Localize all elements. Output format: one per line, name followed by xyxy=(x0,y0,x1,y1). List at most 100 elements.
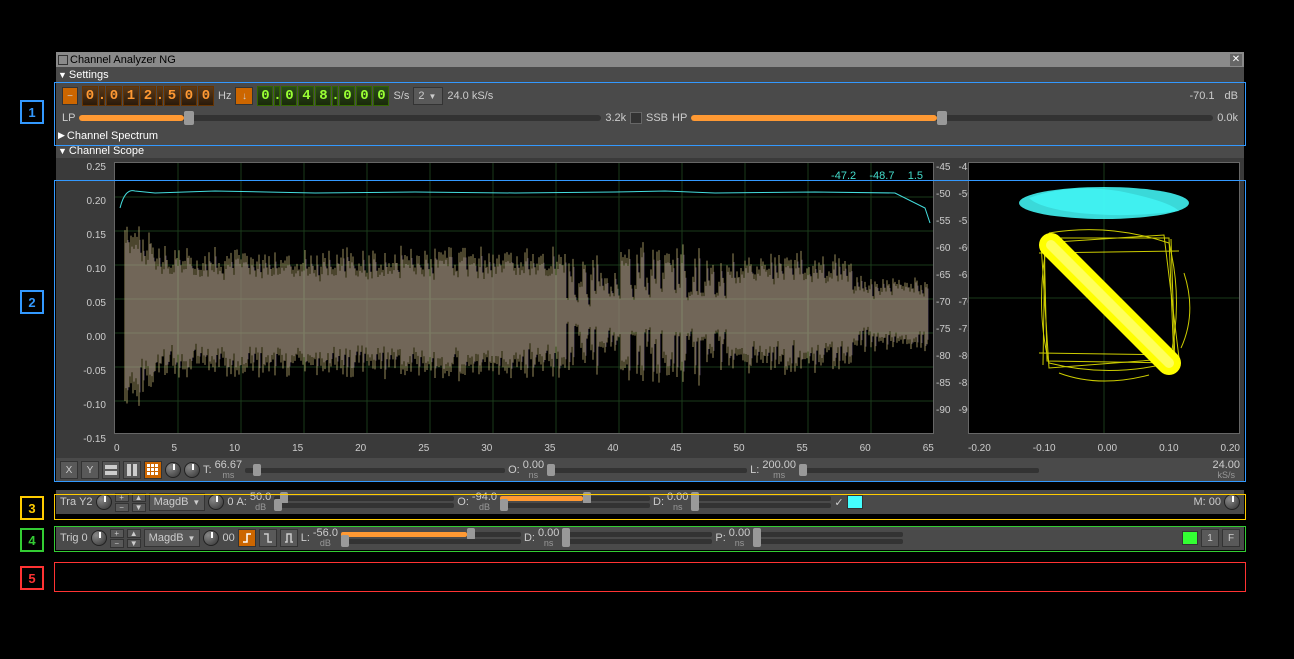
offset-slider[interactable] xyxy=(547,468,747,473)
trace-toolbar: Tra Y2 +− ▲▼ MagdB▼ 0 A: 50.0dB O: -94.0… xyxy=(56,490,1244,514)
hp-value: 0.0k xyxy=(1217,112,1238,124)
sample-rate-display: 24.00kS/s xyxy=(1212,460,1240,480)
amp-label: A: xyxy=(236,496,246,508)
rate-digits[interactable]: 0 . 0 4 8 . 0 0 0 xyxy=(257,86,389,106)
trace-label: Tra xyxy=(60,496,76,508)
section-num-3: 3 xyxy=(20,496,44,520)
power-value: -70.1 xyxy=(1189,90,1214,102)
display-toolbar: X Y T: 66.67ms O: 0.00ns L: 200.00ms 24.… xyxy=(56,458,1244,482)
trigger-add-button[interactable]: + xyxy=(110,529,124,538)
scope-xy-plot[interactable] xyxy=(968,162,1240,434)
lp-value: 3.2k xyxy=(605,112,626,124)
trace-select-knob[interactable] xyxy=(96,494,112,510)
amp-value: 50.0dB xyxy=(250,492,271,512)
box-5-border xyxy=(54,562,1246,592)
titlebar-icon xyxy=(58,55,68,65)
scope-waveform[interactable]: -47.2 -48.7 1.5 xyxy=(114,162,934,434)
trace-delay-sliders[interactable] xyxy=(691,496,831,508)
lp-slider[interactable] xyxy=(79,115,601,121)
time-slider[interactable] xyxy=(245,468,505,473)
trigger-delay-value: 0.00ns xyxy=(538,528,559,548)
lp-label: LP xyxy=(62,112,75,124)
trigger-source-knob[interactable] xyxy=(203,530,219,546)
x-axis-labels: 051015 20253035 40455055 6065 xyxy=(114,443,934,454)
rate-unit: S/s xyxy=(393,90,409,102)
trace-view-check-label: ✓ xyxy=(834,496,843,509)
trigger-up-button[interactable]: ▲ xyxy=(127,529,141,538)
trace-offset-label: O: xyxy=(457,496,469,508)
trigger-toolbar: Trig 0 +− ▲▼ MagdB▼ 00 L: -56.0dB D: 0.0… xyxy=(56,526,1244,550)
freq-sign-button[interactable]: − xyxy=(62,87,78,105)
hp-slider[interactable] xyxy=(691,115,1213,121)
memory-label: M: xyxy=(1194,496,1206,508)
length-slider[interactable] xyxy=(799,468,1039,473)
trace-offset-sliders[interactable] xyxy=(500,496,650,508)
ssb-label: SSB xyxy=(646,112,668,124)
settings-panel: − 0 . 0 1 2 . 5 0 0 Hz ↓ 0 . 0 4 8 . 0 xyxy=(56,82,1244,128)
trigger-level-sliders[interactable] xyxy=(341,532,521,544)
trigger-falling-button[interactable] xyxy=(259,529,277,547)
trace-zero: 0 xyxy=(227,496,233,508)
trace-add-button[interactable]: + xyxy=(115,493,129,502)
trigger-down-button[interactable]: ▼ xyxy=(127,539,141,548)
y-axis-labels: 0.250.200.15 0.100.050.00 -0.05-0.10-0.1… xyxy=(60,162,110,468)
close-button[interactable]: ✕ xyxy=(1230,54,1242,66)
trace-color-swatch[interactable] xyxy=(847,495,863,509)
section-num-2: 2 xyxy=(20,290,44,314)
trigger-level-label: L: xyxy=(301,532,310,544)
trigger-rising-button[interactable] xyxy=(238,529,256,547)
window-titlebar: Channel Analyzer NG ✕ xyxy=(56,52,1244,67)
scope-header[interactable]: ▼Channel Scope xyxy=(56,143,1244,158)
trigger-pre-label: P: xyxy=(715,532,725,544)
trace-source-knob[interactable] xyxy=(208,494,224,510)
xy-x-axis-labels: -0.20-0.100.00 0.100.20 xyxy=(968,443,1240,454)
trigger-remove-button[interactable]: − xyxy=(110,539,124,548)
intensity-knob-1[interactable] xyxy=(165,462,181,478)
trace-remove-button[interactable]: − xyxy=(115,503,129,512)
lock-button[interactable]: ↓ xyxy=(235,87,253,105)
trigger-pre-value: 0.00ns xyxy=(729,528,750,548)
trigger-level-value: -56.0dB xyxy=(313,528,338,548)
trigger-status-led xyxy=(1182,531,1198,545)
trace-down-button[interactable]: ▼ xyxy=(132,503,146,512)
vert-split-button[interactable] xyxy=(123,461,141,479)
offset-label: O: xyxy=(508,464,520,476)
trace-offset-value: -94.0dB xyxy=(472,492,497,512)
scope-overlay-values: -47.2 -48.7 1.5 xyxy=(831,169,923,182)
memory-value: 00 xyxy=(1209,496,1221,508)
grid-button[interactable] xyxy=(144,461,162,479)
length-value: 200.00ms xyxy=(762,460,796,480)
ssb-checkbox[interactable] xyxy=(630,112,642,124)
trigger-freerun-button[interactable]: F xyxy=(1222,529,1240,547)
trace-y2-label: Y2 xyxy=(79,496,92,508)
section-num-1: 1 xyxy=(20,100,44,124)
window-title: Channel Analyzer NG xyxy=(70,54,176,66)
trigger-select-knob[interactable] xyxy=(91,530,107,546)
trigger-one-button[interactable]: 1 xyxy=(1201,529,1219,547)
freq-unit: Hz xyxy=(218,90,231,102)
decimation-select[interactable]: 2▼ xyxy=(413,87,443,105)
section-num-4: 4 xyxy=(20,528,44,552)
trigger-mode-select[interactable]: MagdB▼ xyxy=(144,529,201,547)
trigger-label: Trig xyxy=(60,532,79,544)
trace-mode-select[interactable]: MagdB▼ xyxy=(149,493,206,511)
rate-display: 24.0 kS/s xyxy=(447,90,493,102)
freq-digits[interactable]: 0 . 0 1 2 . 5 0 0 xyxy=(82,86,214,106)
memory-knob[interactable] xyxy=(1224,494,1240,510)
trigger-delay-label: D: xyxy=(524,532,535,544)
amp-sliders[interactable] xyxy=(274,496,454,508)
length-label: L: xyxy=(750,464,759,476)
trace-up-button[interactable]: ▲ xyxy=(132,493,146,502)
trigger-pre-sliders[interactable] xyxy=(753,532,903,544)
power-unit: dB xyxy=(1225,90,1238,102)
section-num-5: 5 xyxy=(20,566,44,590)
spectrum-header[interactable]: ▶Channel Spectrum xyxy=(56,128,1244,143)
time-label: T: xyxy=(203,464,212,476)
trace-delay-label: D: xyxy=(653,496,664,508)
time-value: 66.67ms xyxy=(215,460,243,480)
offset-value: 0.00ns xyxy=(523,460,544,480)
trigger-delay-sliders[interactable] xyxy=(562,532,712,544)
intensity-knob-2[interactable] xyxy=(184,462,200,478)
trigger-both-button[interactable] xyxy=(280,529,298,547)
settings-header[interactable]: ▼Settings xyxy=(56,67,1244,82)
